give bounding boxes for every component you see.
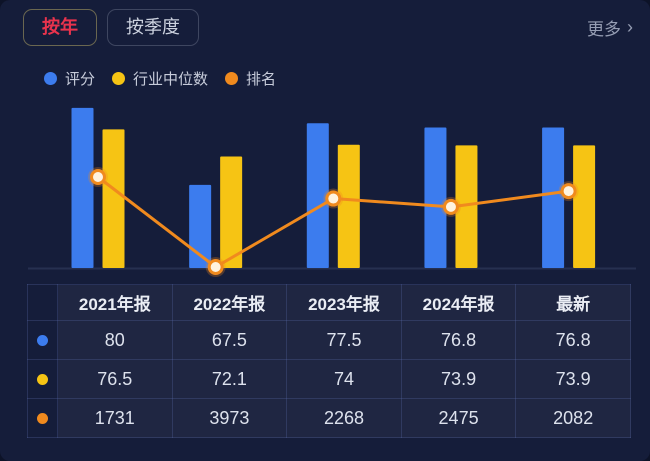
table-cell: 72.1 [171, 359, 288, 399]
table-header-cell: 2024年报 [400, 284, 517, 321]
table-row-rank: 1731 3973 2268 2475 2082 [27, 398, 631, 438]
legend-item-score[interactable]: 评分 [44, 68, 95, 89]
row-dot-cell [27, 320, 58, 360]
x-axis-line [28, 267, 636, 270]
line-marker-0 [90, 169, 106, 185]
bar-median-2 [337, 144, 360, 268]
period-tabs: 按年 按季度 [23, 9, 199, 46]
line-marker-2 [325, 190, 342, 207]
bar-median-1 [220, 156, 243, 268]
table-header-cell: 2023年报 [286, 284, 402, 321]
yellow-dot-icon [37, 374, 48, 386]
table-cell: 2475 [400, 398, 517, 438]
bar-median-4 [573, 145, 596, 268]
table-cell: 2082 [515, 398, 631, 438]
table-row-industry-median: 76.5 72.1 74 73.9 73.9 [27, 359, 631, 399]
table-cell: 77.5 [286, 320, 402, 360]
row-dot-cell [27, 359, 58, 399]
legend-label: 排名 [246, 71, 277, 88]
table-cell: 2268 [286, 398, 402, 438]
more-link[interactable]: 更多 › [587, 15, 633, 40]
table-cell: 3973 [171, 398, 288, 438]
bar-score-0 [71, 107, 94, 268]
legend-item-industry-median[interactable]: 行业中位数 [112, 68, 208, 89]
orange-dot-icon [37, 413, 48, 425]
table-cell: 76.8 [400, 320, 517, 360]
blue-dot-icon [44, 72, 57, 85]
bar-score-1 [189, 184, 212, 268]
table-cell: 1731 [57, 398, 173, 438]
table-corner-cell [27, 284, 58, 321]
bar-median-0 [102, 129, 125, 268]
legend-label: 评分 [65, 71, 96, 88]
orange-dot-icon [225, 72, 239, 85]
yellow-dot-icon [112, 72, 126, 85]
bar-score-2 [306, 123, 329, 269]
bar-score-3 [424, 127, 447, 268]
tab-by-quarter[interactable]: 按季度 [107, 9, 199, 46]
tab-by-year[interactable]: 按年 [23, 9, 97, 46]
table-header-cell: 2021年报 [57, 284, 173, 321]
more-label: 更多 [587, 20, 621, 39]
legend-item-rank[interactable]: 排名 [225, 68, 276, 89]
table-cell: 67.5 [171, 320, 288, 360]
combo-chart [28, 107, 636, 277]
table-header-row: 2021年报 2022年报 2023年报 2024年报 最新 [27, 284, 631, 321]
line-marker-1 [207, 259, 224, 275]
table-cell: 73.9 [515, 359, 631, 399]
row-dot-cell [27, 398, 58, 438]
table-row-score: 80 67.5 77.5 76.8 76.8 [27, 320, 631, 360]
table-header-cell: 2022年报 [171, 284, 288, 321]
table-cell: 74 [286, 359, 402, 399]
table-cell: 76.8 [515, 320, 631, 360]
line-marker-4 [560, 183, 577, 200]
chevron-right-icon: › [627, 17, 633, 37]
blue-dot-icon [37, 335, 48, 347]
data-table: 2021年报 2022年报 2023年报 2024年报 最新 80 67.5 7… [27, 284, 631, 438]
table-cell: 73.9 [400, 359, 517, 399]
legend-label: 行业中位数 [133, 71, 209, 88]
table-cell: 80 [57, 320, 173, 360]
table-cell: 76.5 [57, 359, 173, 399]
table-header-cell: 最新 [515, 284, 631, 321]
chart-legend: 评分 行业中位数 排名 [44, 68, 276, 89]
bar-score-4 [542, 127, 565, 268]
line-marker-3 [442, 198, 459, 215]
bar-median-3 [455, 145, 478, 268]
